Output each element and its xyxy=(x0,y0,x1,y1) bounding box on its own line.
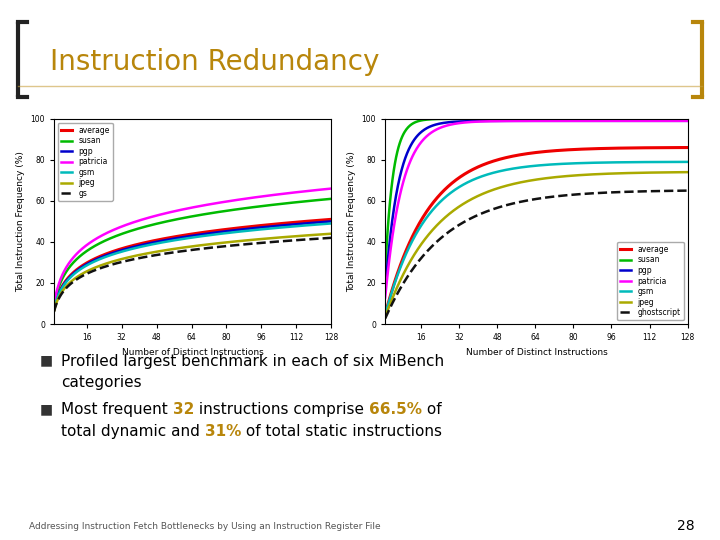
X-axis label: Number of Distinct Instructions: Number of Distinct Instructions xyxy=(122,348,264,356)
Text: categories: categories xyxy=(61,375,142,390)
Legend: average, susan, pgp, patricia, gsm, jpeg, ghostscript: average, susan, pgp, patricia, gsm, jpeg… xyxy=(617,242,684,320)
Text: ■: ■ xyxy=(40,402,53,416)
Text: Profiled largest benchmark in each of six MiBench: Profiled largest benchmark in each of si… xyxy=(61,354,444,369)
X-axis label: Number of Distinct Instructions: Number of Distinct Instructions xyxy=(466,348,607,356)
Text: of: of xyxy=(422,402,441,417)
Text: Instruction Redundancy: Instruction Redundancy xyxy=(50,48,379,76)
Text: Addressing Instruction Fetch Bottlenecks by Using an Instruction Register File: Addressing Instruction Fetch Bottlenecks… xyxy=(29,522,380,531)
Text: 32: 32 xyxy=(173,402,194,417)
Text: of total static instructions: of total static instructions xyxy=(241,424,442,439)
Text: Most frequent: Most frequent xyxy=(61,402,173,417)
Y-axis label: Total Instruction Frequency (%): Total Instruction Frequency (%) xyxy=(347,151,356,292)
Text: 31%: 31% xyxy=(205,424,241,439)
Legend: average, susan, pgp, patricia, gsm, jpeg, gs: average, susan, pgp, patricia, gsm, jpeg… xyxy=(58,123,113,201)
Text: instructions comprise: instructions comprise xyxy=(194,402,369,417)
Text: ■: ■ xyxy=(40,354,53,368)
Text: 66.5%: 66.5% xyxy=(369,402,422,417)
Text: total dynamic and: total dynamic and xyxy=(61,424,205,439)
Y-axis label: Total Instruction Frequency (%): Total Instruction Frequency (%) xyxy=(16,151,25,292)
Text: 28: 28 xyxy=(678,519,695,534)
